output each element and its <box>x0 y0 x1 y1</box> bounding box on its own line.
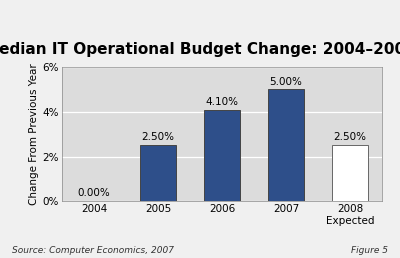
Text: Figure 5: Figure 5 <box>351 246 388 255</box>
Text: 5.00%: 5.00% <box>270 77 302 86</box>
Bar <box>140 145 176 201</box>
Text: 4.10%: 4.10% <box>206 97 238 107</box>
Bar <box>332 145 368 201</box>
Text: 2.50%: 2.50% <box>142 132 174 142</box>
Y-axis label: Change From Previous Year: Change From Previous Year <box>28 63 38 205</box>
Text: Median IT Operational Budget Change: 2004–2008: Median IT Operational Budget Change: 200… <box>0 42 400 57</box>
Text: 2.50%: 2.50% <box>334 132 366 142</box>
Text: 0.00%: 0.00% <box>78 188 110 198</box>
Bar <box>204 110 240 201</box>
Bar <box>268 90 304 201</box>
Text: Source: Computer Economics, 2007: Source: Computer Economics, 2007 <box>12 246 174 255</box>
